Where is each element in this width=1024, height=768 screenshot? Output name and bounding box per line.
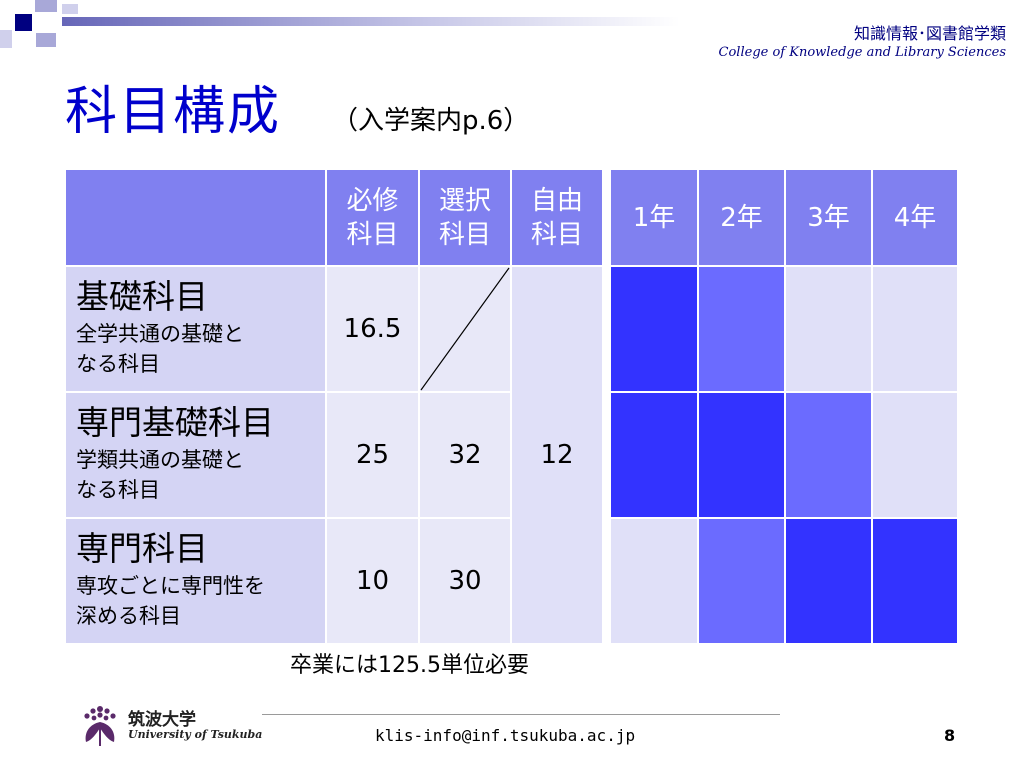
table-corner-header	[65, 169, 326, 266]
year-cell-r3-y4	[872, 518, 958, 644]
row-description: 全学共通の基礎と なる科目	[76, 319, 325, 379]
cell-basic-required: 16.5	[326, 266, 419, 392]
year-cell-r1-y2	[698, 266, 785, 392]
deco-square	[15, 14, 32, 31]
year-cell-r3-y3	[785, 518, 872, 644]
row-header-specialized: 専門科目 専攻ごとに専門性を 深める科目	[65, 518, 326, 644]
graduation-requirement: 卒業には125.5単位必要	[290, 653, 529, 678]
cell-free-credits: 12	[511, 266, 603, 644]
year-cell-r1-y1	[610, 266, 698, 392]
header-free: 自由 科目	[511, 169, 603, 266]
desc-line: 深める科目	[76, 604, 181, 628]
deco-square	[62, 4, 78, 14]
header-line: 科目	[346, 219, 399, 250]
header-line: 選択	[438, 185, 491, 216]
header-year-1: 1年	[610, 169, 698, 266]
year-cell-r3-y1	[610, 518, 698, 644]
cell-specialized-elective: 30	[419, 518, 511, 644]
header-year-2: 2年	[698, 169, 785, 266]
not-applicable-slash-icon	[420, 267, 510, 391]
year-cell-r2-y1	[610, 392, 698, 518]
contact-email: klis-info@inf.tsukuba.ac.jp	[375, 726, 636, 745]
row-title: 専門科目	[76, 529, 208, 568]
row-description: 専攻ごとに専門性を 深める科目	[76, 571, 325, 631]
org-name-en: College of Knowledge and Library Science…	[718, 45, 1006, 60]
header-year-3: 3年	[785, 169, 872, 266]
cell-specialized-basic-elective: 32	[419, 392, 511, 518]
university-name-en: University of Tsukuba	[128, 728, 263, 741]
university-name-ja: 筑波大学	[128, 710, 196, 730]
cell-basic-elective	[419, 266, 511, 392]
deco-square	[35, 0, 57, 12]
header-line: 科目	[438, 219, 491, 250]
year-cell-r1-y4	[872, 266, 958, 392]
year-cell-r2-y3	[785, 392, 872, 518]
cell-specialized-basic-required: 25	[326, 392, 419, 518]
header-line: 科目	[530, 219, 583, 250]
year-cell-r1-y3	[785, 266, 872, 392]
desc-line: 学類共通の基礎と	[76, 448, 244, 472]
deco-square	[0, 30, 12, 48]
year-cell-r3-y2	[698, 518, 785, 644]
year-cell-r2-y2	[698, 392, 785, 518]
header-year-4: 4年	[872, 169, 958, 266]
org-header: 知識情報･図書館学類 College of Knowledge and Libr…	[719, 24, 1006, 62]
header-rule	[62, 17, 680, 26]
header-elective: 選択 科目	[419, 169, 511, 266]
footer-rule	[262, 714, 780, 715]
slide-subtitle: （入学案内p.6）	[332, 106, 530, 136]
header-line: 自由	[530, 185, 583, 216]
year-cell-r2-y4	[872, 392, 958, 518]
desc-line: なる科目	[76, 478, 160, 502]
deco-square	[36, 33, 56, 47]
org-name-ja: 知識情報･図書館学類	[853, 24, 1006, 43]
desc-line: 全学共通の基礎と	[76, 322, 244, 346]
row-title: 専門基礎科目	[76, 403, 274, 442]
row-title: 基礎科目	[76, 277, 208, 316]
paulownia-crest-icon	[84, 706, 116, 746]
header-required: 必修 科目	[326, 169, 419, 266]
page-number: 8	[944, 726, 956, 745]
desc-line: なる科目	[76, 352, 160, 376]
row-header-basic: 基礎科目 全学共通の基礎と なる科目	[65, 266, 326, 392]
cell-specialized-required: 10	[326, 518, 419, 644]
header-line: 必修	[346, 185, 399, 216]
desc-line: 専攻ごとに専門性を	[76, 574, 265, 598]
course-structure-table: 必修 科目 選択 科目 自由 科目 1年 2年 3年 4年 基礎科目 全学共通の基礎と…	[65, 169, 958, 644]
row-description: 学類共通の基礎と なる科目	[76, 445, 325, 505]
slide-title: 科目構成	[65, 82, 282, 142]
row-header-specialized-basic: 専門基礎科目 学類共通の基礎と なる科目	[65, 392, 326, 518]
